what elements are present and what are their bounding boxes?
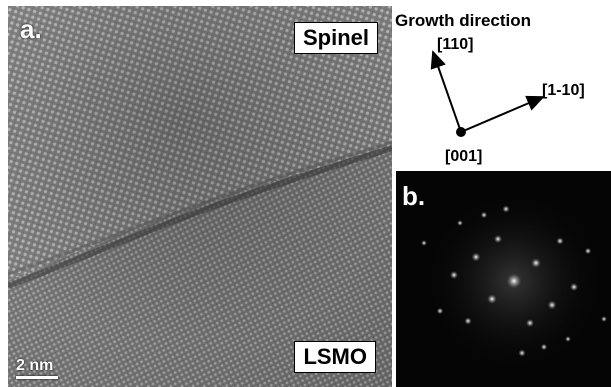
fft-spot — [450, 271, 458, 279]
direction-arrows — [430, 50, 545, 137]
fft-spot — [464, 317, 472, 325]
direction-1-10-label: [1-10] — [542, 82, 585, 99]
fft-spots — [421, 191, 607, 371]
fft-spot — [487, 294, 497, 304]
arrow-1-10 — [460, 95, 545, 133]
direction-110-label: [110] — [437, 36, 474, 53]
fft-spot — [494, 235, 502, 243]
fft-spot — [540, 343, 548, 351]
fft-spot — [436, 307, 444, 315]
fft-spot — [584, 247, 592, 255]
fft-spot — [565, 336, 571, 342]
fft-spot — [502, 205, 510, 213]
fft-spot — [556, 237, 564, 245]
growth-direction-title: Growth direction — [395, 11, 531, 30]
direction-diagram: Growth direction [110] [1-10] [001] — [395, 0, 611, 170]
direction-001-label: [001] — [445, 148, 483, 165]
fft-spot — [518, 349, 526, 357]
fft-spot — [531, 258, 541, 268]
fft-spot — [547, 300, 557, 310]
fft-spot — [421, 240, 427, 246]
spinel-label: Spinel — [293, 22, 378, 54]
fft-spot — [471, 252, 481, 262]
panel-a-label: a. — [20, 14, 42, 44]
zone-axis-dot — [456, 127, 466, 137]
fft-spot — [480, 211, 488, 219]
fft-spot — [506, 273, 522, 289]
lattice-texture — [8, 6, 392, 387]
scale-bar-line — [16, 376, 58, 379]
scale-bar-text: 2 nm — [16, 357, 54, 374]
scale-bar: 2 nm — [16, 358, 58, 379]
panel-b-label: b. — [402, 181, 426, 211]
lsmo-label: LSMO — [294, 341, 376, 373]
fft-spot — [570, 283, 578, 291]
fft-pattern: b. — [396, 171, 611, 387]
fft-spot — [457, 220, 463, 226]
fft-spot — [526, 319, 534, 327]
fft-spot — [601, 316, 607, 322]
tem-micrograph: a. Spinel LSMO 2 nm — [8, 6, 392, 387]
arrow-110 — [430, 50, 462, 133]
